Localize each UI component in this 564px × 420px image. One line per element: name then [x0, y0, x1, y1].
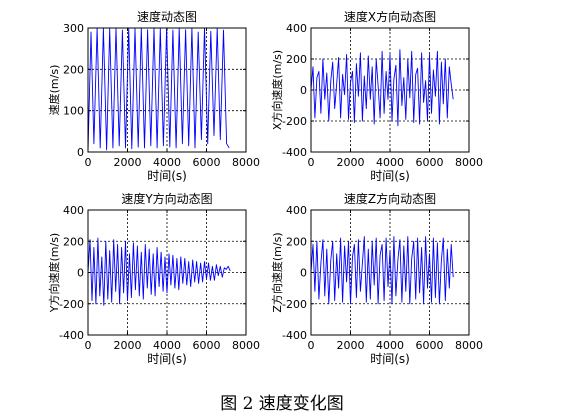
x-tick-label: 8000	[455, 339, 483, 352]
y-tick-label: 200	[286, 235, 307, 248]
y-tick-label: -200	[282, 115, 307, 128]
y-tick-label: 0	[300, 267, 307, 280]
y-tick-label: -200	[59, 298, 84, 311]
y-tick-label: 0	[77, 267, 84, 280]
figure-caption: 图 2 速度变化图	[220, 394, 344, 414]
chart-title: 速度Y方向动态图	[121, 191, 212, 206]
series-line-1	[310, 49, 454, 127]
y-tick-label: -200	[282, 298, 307, 311]
x-tick-label: 8000	[232, 156, 260, 169]
plot-area	[311, 210, 469, 335]
x-axis-label: 时间(s)	[370, 352, 410, 366]
x-tick-label: 0	[308, 156, 315, 169]
y-axis-label: Y方向速度(m/s)	[47, 233, 61, 313]
chart-title: 速度X方向动态图	[344, 9, 436, 24]
x-tick-label: 0	[85, 156, 92, 169]
plot-area	[88, 210, 246, 335]
y-axis-label: X方向速度(m/s)	[270, 50, 284, 130]
x-tick-label: 0	[308, 339, 315, 352]
x-tick-label: 4000	[153, 339, 181, 352]
y-tick-label: -400	[59, 329, 84, 342]
x-tick-label: 4000	[376, 156, 404, 169]
y-tick-label: 100	[63, 105, 84, 118]
x-tick-label: 2000	[337, 156, 365, 169]
y-tick-label: 0	[77, 146, 84, 159]
x-tick-label: 6000	[193, 156, 221, 169]
x-tick-label: 8000	[455, 156, 483, 169]
series-line-1	[87, 237, 231, 306]
x-tick-label: 8000	[232, 339, 260, 352]
y-tick-label: 200	[63, 63, 84, 76]
chart-panel-4: 0 2000 4000 6000 8000 -400 -200 0 200 400 速度Z方向动态图…	[270, 191, 483, 366]
x-tick-label: 0	[85, 339, 92, 352]
y-tick-label: -400	[282, 146, 307, 159]
x-tick-label: 2000	[114, 339, 142, 352]
chart-panel-2: 0 2000 4000 6000 8000 -400 -200 0 200 400 速度X方向动态图…	[270, 9, 483, 183]
x-axis-label: 时间(s)	[147, 169, 187, 183]
x-tick-label: 4000	[153, 156, 181, 169]
x-tick-label: 2000	[337, 339, 365, 352]
y-tick-label: -400	[282, 329, 307, 342]
chart-title: 速度Z方向动态图	[344, 191, 436, 206]
x-tick-label: 6000	[416, 156, 444, 169]
y-axis-label: 速度(m/s)	[47, 65, 61, 116]
y-tick-label: 200	[286, 53, 307, 66]
x-tick-label: 2000	[114, 156, 142, 169]
series-line-1	[87, 27, 230, 153]
series-line-1	[310, 236, 454, 305]
chart-title: 速度动态图	[137, 9, 197, 24]
chart-panel-3: 0 2000 4000 6000 8000 -400 -200 0 200 400 速度Y方向动态图…	[47, 191, 260, 366]
y-axis-label: Z方向速度(m/s)	[270, 232, 284, 312]
y-tick-label: 400	[286, 22, 307, 35]
x-axis-label: 时间(s)	[147, 352, 187, 366]
x-tick-label: 6000	[193, 339, 221, 352]
y-tick-label: 0	[300, 84, 307, 97]
x-axis-label: 时间(s)	[370, 169, 410, 183]
y-tick-label: 200	[63, 235, 84, 248]
x-tick-label: 4000	[376, 339, 404, 352]
y-tick-label: 400	[286, 204, 307, 217]
y-tick-label: 300	[63, 22, 84, 35]
y-tick-label: 400	[63, 204, 84, 217]
x-tick-label: 6000	[416, 339, 444, 352]
